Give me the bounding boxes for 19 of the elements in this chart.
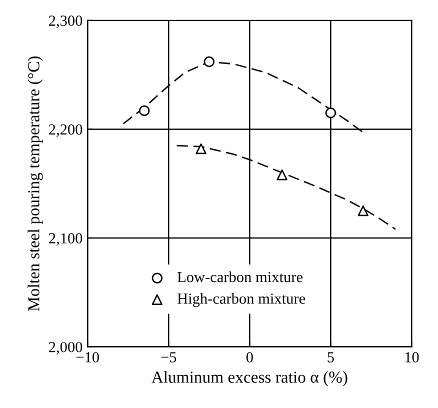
y-tick-label: 2,300 [49, 16, 82, 28]
point [276, 170, 288, 180]
y-tick-label: 2,200 [49, 124, 82, 137]
point [204, 56, 214, 68]
point [325, 108, 336, 118]
legend-label: Low-carbon mixture [177, 271, 302, 282]
legend-label: High-carbon mixture [177, 293, 306, 307]
point [358, 205, 368, 216]
x-tick-label: −10 [76, 352, 99, 362]
y-tick-label: 2,000 [49, 342, 82, 354]
x-axis-title: Aluminum excess ratio α (%) [152, 371, 348, 386]
x-tick-label: −5 [161, 352, 176, 362]
y-tick-label: 2,100 [49, 233, 82, 246]
point [196, 143, 206, 154]
x-tick-label: 5 [328, 352, 334, 362]
point [138, 105, 150, 116]
x-tick-label: 0 [246, 352, 253, 362]
x-tick-label: 10 [405, 352, 419, 362]
y-axis-title: Molten steel pouring temperature (°C) [28, 56, 43, 311]
